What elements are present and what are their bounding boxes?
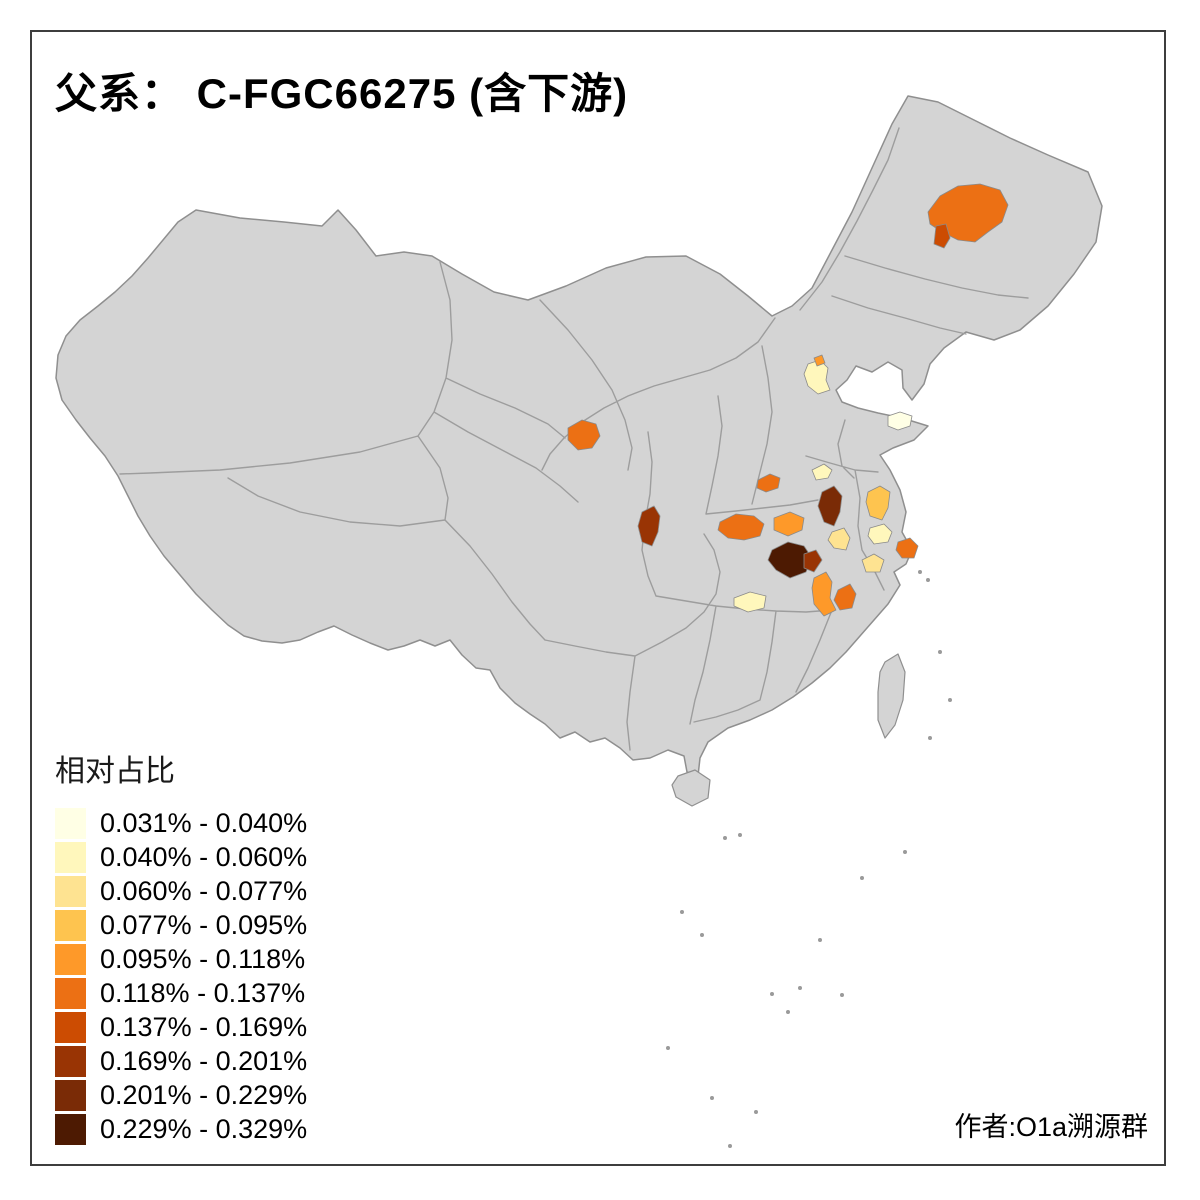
legend-swatch: [55, 841, 86, 873]
south-china-sea-islands: [666, 570, 952, 1148]
highlighted-prefecture-henan-south: [773, 511, 805, 537]
legend-item: 0.031% - 0.040%: [55, 806, 307, 840]
highlighted-prefecture-central-darkest: [767, 541, 813, 579]
legend-item: 0.118% - 0.137%: [55, 976, 307, 1010]
highlighted-prefecture-henan-north: [756, 473, 781, 493]
legend-title: 相对占比: [55, 755, 175, 788]
legend-label: 0.118% - 0.137%: [100, 977, 306, 1008]
legend-item: 0.137% - 0.169%: [55, 1010, 307, 1044]
legend-swatch: [55, 875, 86, 907]
taiwan-island: [877, 653, 906, 739]
highlighted-prefecture-jiangxi-mid: [833, 583, 857, 611]
highlighted-prefecture-anhui-north-pale: [811, 463, 833, 481]
highlighted-prefecture-anhui-south-pale: [861, 553, 885, 573]
legend-swatch: [55, 943, 86, 975]
figure-frame: [30, 30, 1166, 1166]
legend-item: 0.169% - 0.201%: [55, 1044, 307, 1078]
legend: 相对占比 0.031% - 0.040% 0.040% - 0.060% 0.0…: [55, 746, 307, 1146]
legend-label: 0.060% - 0.077%: [100, 875, 308, 906]
legend-label: 0.201% - 0.229%: [100, 1079, 308, 1110]
legend-swatch: [55, 1079, 86, 1111]
legend-swatch: [55, 909, 86, 941]
map-title: 父系： C-FGC66275 (含下游): [55, 70, 629, 117]
highlighted-prefecture-shanghai-area: [895, 537, 919, 559]
highlighted-prefecture-shaanxi-dark: [637, 505, 661, 547]
legend-swatch: [55, 977, 86, 1009]
province-borders: [119, 127, 1029, 751]
legend-item: 0.095% - 0.118%: [55, 942, 307, 976]
highlighted-prefecture-central-darkbrown: [817, 485, 843, 527]
legend-item: 0.077% - 0.095%: [55, 908, 307, 942]
highlighted-prefecture-jiangsu-mid: [865, 485, 891, 521]
legend-label: 0.137% - 0.169%: [100, 1011, 308, 1042]
legend-label: 0.031% - 0.040%: [100, 807, 308, 838]
highlighted-prefecture-anhui-mid: [827, 527, 851, 551]
legend-item: 0.040% - 0.060%: [55, 840, 307, 874]
legend-label: 0.040% - 0.060%: [100, 841, 308, 872]
legend-swatch: [55, 1113, 86, 1145]
legend-item: 0.229% - 0.329%: [55, 1112, 307, 1146]
highlighted-prefecture-hunan-pale: [733, 591, 767, 613]
highlighted-prefecture-shandong-pale: [887, 411, 913, 431]
highlighted-prefecture-jiangsu-pale: [867, 523, 893, 545]
legend-swatch: [55, 1045, 86, 1077]
hainan-island: [671, 769, 711, 807]
legend-item: 0.201% - 0.229%: [55, 1078, 307, 1112]
highlighted-prefecture-northeast-small: [933, 223, 951, 249]
legend-label: 0.229% - 0.329%: [100, 1113, 308, 1144]
legend-item: 0.060% - 0.077%: [55, 874, 307, 908]
legend-label: 0.077% - 0.095%: [100, 909, 308, 940]
legend-label: 0.095% - 0.118%: [100, 943, 306, 974]
legend-label: 0.169% - 0.201%: [100, 1045, 308, 1076]
legend-swatch: [55, 1011, 86, 1043]
author-attribution: 作者:O1a溯源群: [954, 1112, 1148, 1142]
highlighted-prefecture-beijing-dot: [813, 354, 826, 367]
highlighted-prefecture-central-darkred: [803, 549, 823, 573]
highlighted-prefecture-gansu: [567, 419, 601, 451]
highlighted-prefecture-hubei-northwest: [717, 513, 765, 541]
highlighted-prefecture-jiangxi-west: [811, 571, 837, 617]
legend-swatch: [55, 807, 86, 839]
